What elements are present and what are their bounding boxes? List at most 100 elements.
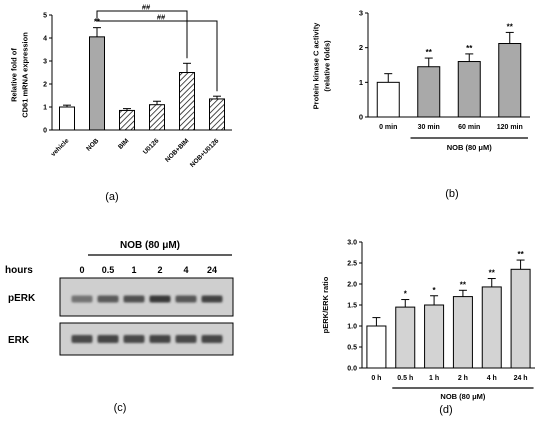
category-label: BIM [117, 137, 130, 150]
y-tick-label: 5 [43, 13, 47, 20]
bar [424, 304, 445, 369]
blot-band [71, 335, 93, 343]
treatment-group-label: NOB (80 μM) [440, 392, 486, 401]
category-label: NOB+BIM [164, 137, 190, 163]
bar [119, 109, 135, 131]
comparison-bracket [96, 18, 218, 92]
treatment-group-label: NOB (80 μM) [447, 143, 493, 152]
blot-band [97, 335, 119, 343]
treatment-label: NOB (80 μM) [120, 240, 180, 251]
category-label: vehicle [50, 137, 71, 158]
bar [209, 98, 225, 131]
category-label: 30 min [418, 124, 440, 131]
significance-label: * [404, 290, 408, 299]
lane-label: 4 [183, 265, 188, 275]
significance-label: * [433, 286, 437, 295]
bar [59, 106, 75, 131]
y-axis-title-line: pERK/ERK ratio [321, 276, 330, 333]
bar [457, 61, 481, 118]
bar [179, 72, 195, 131]
lane-label: 2 [157, 265, 162, 275]
panel-label: (c) [114, 402, 127, 414]
significance-label: ** [489, 269, 496, 278]
bar [395, 306, 416, 369]
lane-label: 1 [131, 265, 136, 275]
y-axis-title: Relative fold of CD61 mRNA expression [10, 32, 30, 118]
y-tick-label: 0.5 [347, 345, 357, 352]
y-tick-label: 0.0 [347, 366, 357, 373]
y-tick-label: 2 [43, 82, 47, 89]
significance-label: ** [94, 18, 101, 27]
category-label: 0 h [371, 375, 381, 382]
y-tick-label: 1.5 [347, 303, 357, 310]
blot-band [201, 295, 223, 303]
blot-row-label: ERK [8, 335, 30, 346]
blot-band [97, 295, 119, 303]
significance-label: ** [517, 250, 524, 259]
bar [366, 325, 387, 369]
significance-label: ** [507, 22, 514, 31]
y-axis-title: Protein kinase C activity (relative folds… [312, 22, 332, 110]
y-tick-label: 3 [359, 9, 363, 18]
hours-label: hours [5, 265, 33, 276]
y-tick-label: 4 [43, 36, 47, 43]
panel-label: (a) [105, 191, 118, 203]
y-tick-label: 3 [43, 59, 47, 66]
bar [510, 268, 531, 369]
bar [481, 286, 502, 369]
panel-a-chart: 0 1 2 3 4 5 Relative fold of CD61 mRNA expressi… [10, 3, 232, 203]
y-axis-title-line: Protein kinase C activity [312, 22, 321, 110]
category-label: 1 h [429, 375, 439, 382]
category-label: U0126 [142, 137, 161, 156]
y-axis-title: pERK/ERK ratio [321, 276, 330, 333]
y-tick-label: 0 [359, 113, 363, 122]
y-tick-label: 1 [43, 105, 47, 112]
category-label: 0 min [379, 124, 397, 131]
blot-band [149, 335, 171, 343]
y-axis-title-line: (relative folds) [323, 40, 332, 92]
bar [376, 81, 400, 118]
category-label: 4 h [487, 375, 497, 382]
lane-label: 24 [207, 265, 217, 275]
panel-d-chart: 0.0 0.5 1.0 1.5 2.0 2.5 3.0 pERK/ERK ratio 0 h * 0… [321, 240, 535, 416]
y-tick-label: 2.0 [347, 282, 357, 289]
blot-band [201, 335, 223, 343]
category-label: 2 h [458, 375, 468, 382]
bar [417, 66, 441, 118]
panel-label: (d) [439, 404, 452, 416]
category-label: 24 h [514, 375, 528, 382]
y-axis-title-line: CD61 mRNA expression [21, 32, 30, 118]
category-label: 60 min [458, 124, 480, 131]
lane-label: 0.5 [102, 265, 115, 275]
bar [89, 36, 105, 131]
blot-band [149, 295, 171, 303]
blot-band [175, 295, 197, 303]
bar [498, 43, 522, 118]
y-tick-label: 2 [359, 43, 363, 52]
panel-b-chart: 0 1 2 3 Protein kinase C activity (relative f… [312, 9, 530, 200]
significance-label: ** [426, 48, 433, 57]
y-tick-label: 0 [43, 128, 47, 135]
blot-band [71, 295, 93, 303]
comparison-label: ## [142, 3, 151, 12]
blot-band [123, 295, 145, 303]
category-label: 0.5 h [397, 375, 413, 382]
significance-label: ** [466, 44, 473, 53]
category-label: 120 min [497, 124, 523, 131]
blot-band [175, 335, 197, 343]
blot-band [123, 335, 145, 343]
comparison-label: ## [157, 13, 166, 22]
y-tick-label: 3.0 [347, 240, 357, 247]
bar [149, 104, 165, 131]
y-tick-label: 1 [359, 78, 363, 87]
category-label: NOB [85, 137, 100, 152]
significance-label: ** [460, 280, 467, 289]
y-axis-title-line: Relative fold of [10, 48, 19, 102]
y-tick-label: 2.5 [347, 261, 357, 268]
blot-row-label: pERK [8, 293, 36, 304]
comparison-bracket [96, 10, 188, 59]
lane-label: 0 [79, 265, 84, 275]
panel-label: (b) [445, 188, 458, 200]
